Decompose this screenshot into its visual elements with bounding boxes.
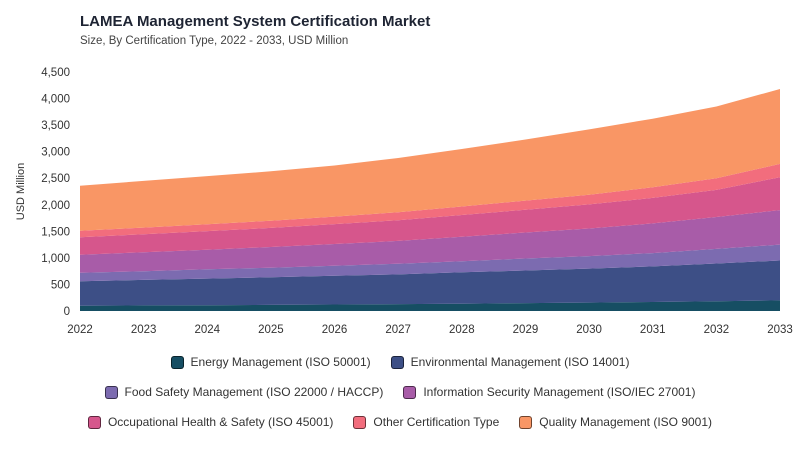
chart-title: LAMEA Management System Certification Ma… bbox=[80, 13, 431, 30]
x-tick-label: 2028 bbox=[449, 324, 475, 336]
legend-row-1: Energy Management (ISO 50001) Environment… bbox=[0, 355, 800, 369]
legend-label: Energy Management (ISO 50001) bbox=[190, 355, 371, 369]
legend-swatch bbox=[390, 355, 404, 369]
x-tick-label: 2022 bbox=[67, 324, 93, 336]
area-series-6 bbox=[80, 89, 780, 231]
area-series-1 bbox=[80, 260, 780, 306]
area-series-3 bbox=[80, 210, 780, 273]
x-tick-label: 2027 bbox=[385, 324, 411, 336]
area-series-5 bbox=[80, 163, 780, 238]
legend-row-3: Occupational Health & Safety (ISO 45001)… bbox=[0, 415, 800, 429]
y-tick-label: 3,000 bbox=[41, 147, 70, 159]
legend-item[interactable]: Other Certification Type bbox=[353, 415, 499, 429]
legend-label: Food Safety Management (ISO 22000 / HACC… bbox=[124, 385, 384, 399]
y-tick-label: 2,500 bbox=[41, 173, 70, 185]
area-series-2 bbox=[80, 244, 780, 282]
legend-label: Quality Management (ISO 9001) bbox=[539, 415, 713, 429]
legend-item[interactable]: Environmental Management (ISO 14001) bbox=[390, 355, 630, 369]
y-tick-label: 4,500 bbox=[41, 67, 70, 79]
y-tick-label: 3,500 bbox=[41, 120, 70, 132]
legend-item[interactable]: Information Security Management (ISO/IEC… bbox=[403, 385, 695, 399]
y-tick-label: 4,000 bbox=[41, 94, 70, 106]
legend-item[interactable]: Food Safety Management (ISO 22000 / HACC… bbox=[104, 385, 384, 399]
area-series-0 bbox=[80, 300, 780, 311]
legend-swatch bbox=[403, 385, 417, 399]
x-tick-label: 2033 bbox=[767, 324, 793, 336]
legend-item[interactable]: Occupational Health & Safety (ISO 45001) bbox=[87, 415, 334, 429]
legend-label: Other Certification Type bbox=[373, 415, 500, 429]
legend-swatch bbox=[104, 385, 118, 399]
area-series-4 bbox=[80, 177, 780, 255]
x-tick-label: 2023 bbox=[131, 324, 157, 336]
x-tick-label: 2032 bbox=[704, 324, 730, 336]
chart-subtitle: Size, By Certification Type, 2022 - 2033… bbox=[80, 35, 349, 47]
y-axis-title: USD Million bbox=[15, 163, 27, 220]
y-tick-label: 1,500 bbox=[41, 226, 70, 238]
x-tick-label: 2030 bbox=[576, 324, 602, 336]
legend-swatch bbox=[170, 355, 184, 369]
x-tick-label: 2029 bbox=[513, 324, 539, 336]
legend-label: Information Security Management (ISO/IEC… bbox=[423, 385, 696, 399]
legend-item[interactable]: Energy Management (ISO 50001) bbox=[170, 355, 371, 369]
y-tick-label: 1,000 bbox=[41, 253, 70, 265]
legend-item[interactable]: Quality Management (ISO 9001) bbox=[519, 415, 712, 429]
legend-swatch bbox=[519, 415, 533, 429]
x-tick-label: 2024 bbox=[194, 324, 220, 336]
legend-label: Environmental Management (ISO 14001) bbox=[410, 355, 630, 369]
x-tick-label: 2026 bbox=[322, 324, 348, 336]
legend-label: Occupational Health & Safety (ISO 45001) bbox=[107, 415, 334, 429]
legend-swatch bbox=[87, 415, 101, 429]
legend-row-2: Food Safety Management (ISO 22000 / HACC… bbox=[0, 385, 800, 399]
y-tick-label: 500 bbox=[51, 279, 70, 291]
legend-swatch bbox=[353, 415, 367, 429]
x-tick-label: 2025 bbox=[258, 324, 284, 336]
x-tick-label: 2031 bbox=[640, 324, 666, 336]
y-tick-label: 0 bbox=[64, 306, 70, 318]
y-tick-label: 2,000 bbox=[41, 200, 70, 212]
